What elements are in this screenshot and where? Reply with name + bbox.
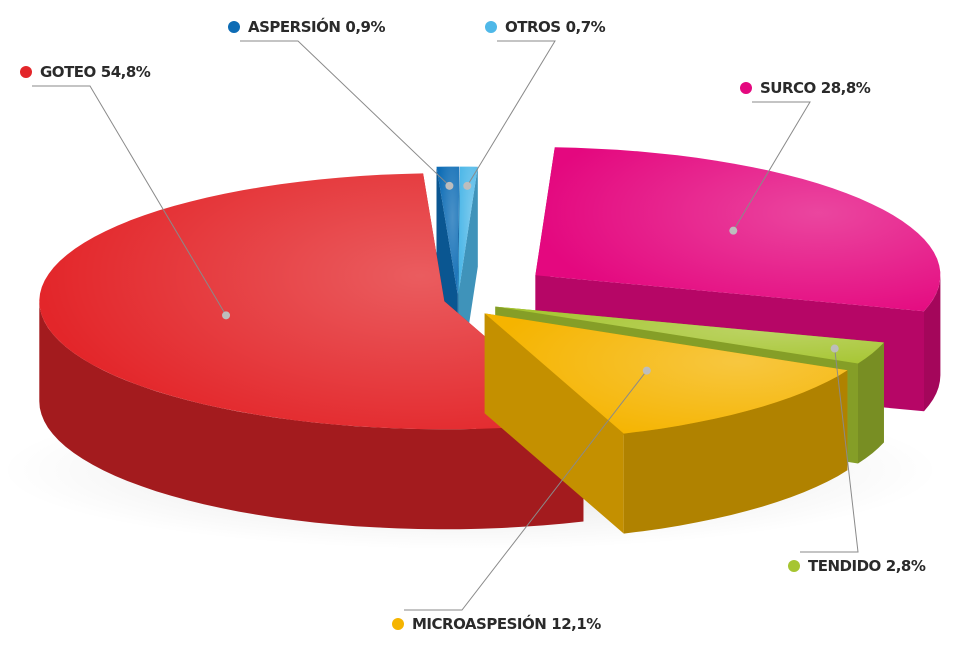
- slice-label: SURCO 28,8%: [760, 79, 871, 97]
- slice-category: TENDIDO: [808, 557, 881, 575]
- leader-dot: [830, 344, 839, 353]
- leader-line: [800, 348, 859, 553]
- leader-dot: [642, 366, 651, 375]
- slice-label: GOTEO 54,8%: [40, 63, 151, 81]
- slice-value-label: 12,1%: [551, 615, 601, 633]
- leader-dot: [445, 181, 454, 190]
- slice-category: MICROASPESIÓN: [412, 614, 546, 633]
- leader-dot: [729, 226, 738, 235]
- slice-wall: [924, 275, 941, 412]
- slice-category: OTROS: [505, 18, 561, 36]
- legend-marker: [788, 560, 800, 572]
- slice-shine: [39, 173, 584, 430]
- pie-slice: [484, 313, 848, 534]
- slice-shine: [458, 166, 478, 295]
- slice-label: MICROASPESIÓN 12,1%: [412, 614, 601, 633]
- legend-marker: [392, 618, 404, 630]
- leader-dot: [222, 311, 231, 320]
- slice-label: ASPERSIÓN 0,9%: [248, 17, 385, 36]
- slice-shine: [436, 166, 460, 295]
- leader-dot: [463, 181, 472, 190]
- slice-label: TENDIDO 2,8%: [808, 557, 926, 575]
- slice-value-label: 54,8%: [101, 63, 151, 81]
- slice-value-label: 2,8%: [886, 557, 926, 575]
- legend-marker: [485, 21, 497, 33]
- slice-wall: [623, 370, 848, 534]
- slice-category: ASPERSIÓN: [248, 17, 340, 36]
- slice-cut-face: [484, 313, 624, 534]
- slice-value-label: 28,8%: [821, 79, 871, 97]
- slice-category: SURCO: [760, 79, 816, 97]
- legend-marker: [740, 82, 752, 94]
- leader-line: [732, 101, 811, 231]
- leader-line: [404, 370, 648, 611]
- leader-line: [466, 40, 556, 187]
- leader-line: [32, 85, 227, 316]
- legend-marker: [228, 21, 240, 33]
- leader-line: [240, 40, 450, 187]
- slice-shine: [495, 306, 884, 364]
- slice-value-label: 0,7%: [566, 18, 606, 36]
- slice-value-label: 0,9%: [345, 18, 385, 36]
- slice-shine: [535, 147, 941, 312]
- slice-shine: [484, 313, 848, 434]
- slice-category: GOTEO: [40, 63, 96, 81]
- legend-marker: [20, 66, 32, 78]
- slice-wall: [39, 301, 584, 530]
- slice-label: OTROS 0,7%: [505, 18, 606, 36]
- slice-wall: [858, 342, 884, 464]
